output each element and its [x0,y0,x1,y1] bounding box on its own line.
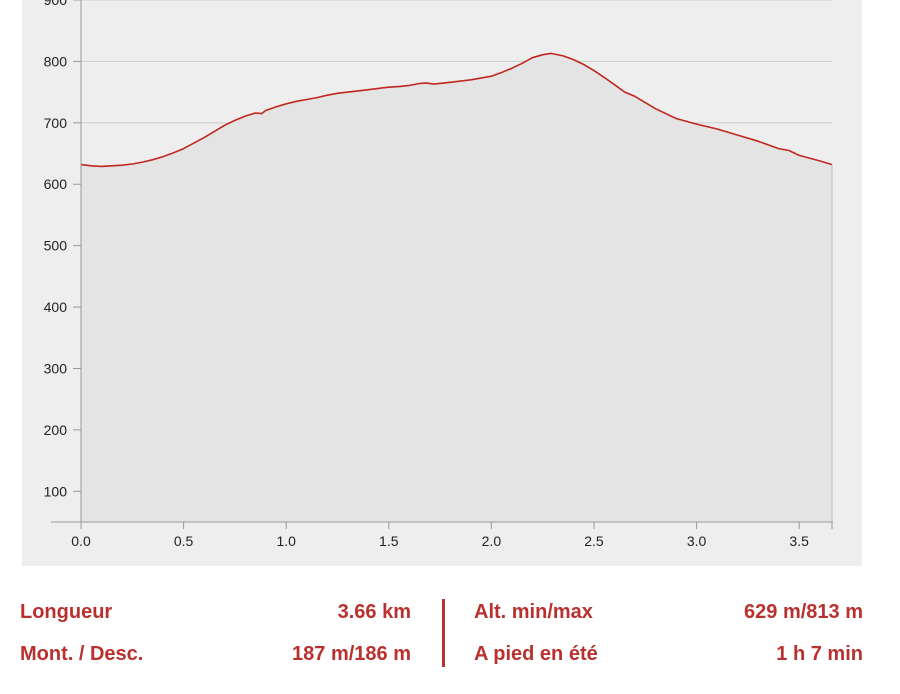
x-tick-label: 1.0 [276,533,296,549]
y-tick-label: 800 [44,53,68,69]
label-layer: 100 200 300 400 500 600 700 800 900 0.0 0.5 1.0 1.5 2… [44,0,809,549]
y-tick-label: 500 [44,238,68,254]
x-tick-label: 3.5 [789,533,809,549]
y-tick-label: 100 [44,483,68,499]
ascent-descent-value: 187 m/186 m [292,643,411,665]
altitude-value: 629 m/813 m [744,601,863,623]
ascent-descent-label: Mont. / Desc. [20,643,144,665]
y-tick-label: 700 [44,115,68,131]
elevation-line [80,52,833,168]
y-tick-label: 400 [44,299,68,315]
length-label: Longueur [20,601,113,623]
x-tick-label: 0.0 [71,533,91,549]
x-tick-label: 0.5 [174,533,194,549]
walking-time-label: A pied en été [474,643,598,665]
stats-panel: Longueur 3.66 km Mont. / Desc. 187 m/186… [0,590,900,680]
altitude-label: Alt. min/max [474,601,593,623]
x-tick-label: 2.5 [584,533,604,549]
elevation-chart: 100 200 300 400 500 600 700 800 900 0.0 0.5 1.0 1.5 2… [44,0,833,549]
x-tick-label: 2.0 [482,533,502,549]
area-layer [80,52,833,523]
y-tick-label: 900 [44,0,68,8]
y-tick-label: 300 [44,360,68,376]
y-tick-label: 200 [44,422,68,438]
x-tick-label: 3.0 [687,533,707,549]
walking-time-value: 1 h 7 min [776,643,863,665]
y-tick-label: 600 [44,176,68,192]
length-value: 3.66 km [337,601,411,623]
x-tick-label: 1.5 [379,533,399,549]
axis-layer [51,0,833,529]
stats-divider [442,599,445,667]
elevation-area [81,53,832,523]
